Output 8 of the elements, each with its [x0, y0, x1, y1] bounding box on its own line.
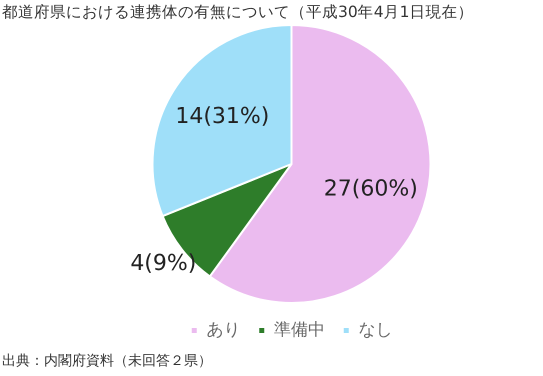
legend-label: なし — [358, 320, 392, 340]
chart-title: 都道府県における連携体の有無について（平成30年4月1日現在） — [2, 2, 474, 23]
data-label: 4(9%) — [130, 250, 196, 276]
legend-label: 準備中 — [274, 320, 325, 340]
source-note: 出典：内閣府資料（未回答２県） — [2, 352, 212, 370]
legend-label: あり — [206, 320, 240, 340]
data-label: 27(60%) — [324, 176, 418, 202]
data-label: 14(31%) — [175, 104, 270, 130]
